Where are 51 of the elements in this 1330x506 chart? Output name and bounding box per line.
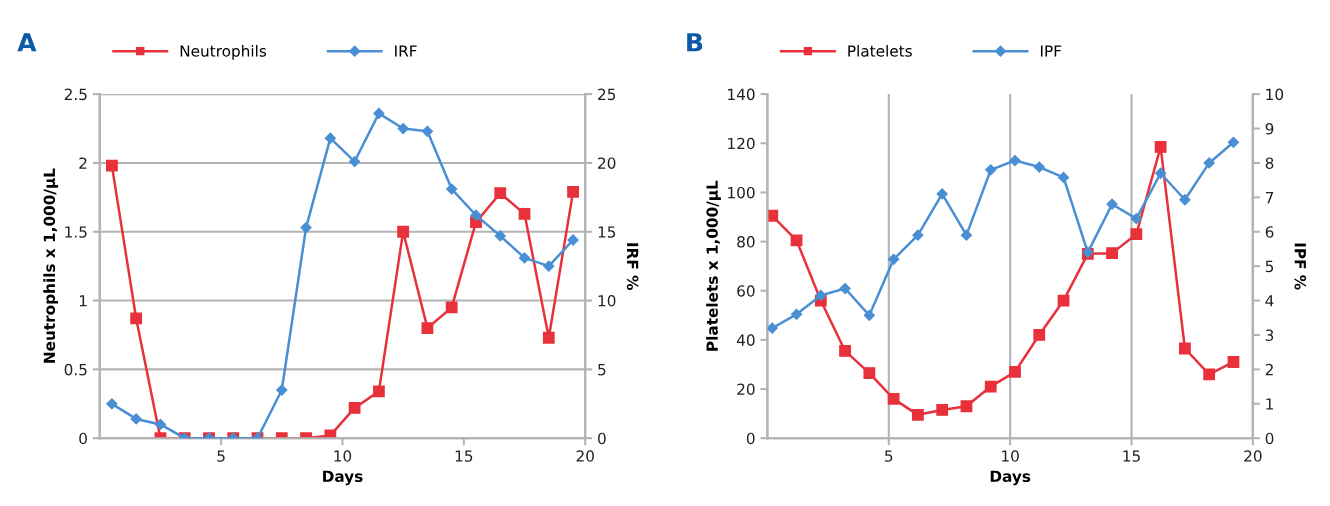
y2-tick-label: 8 [1265, 157, 1274, 169]
legend-label: Platelets [848, 44, 912, 57]
y-tick-label: 120 [728, 137, 755, 150]
legend-label: IRF [395, 45, 417, 57]
y-tick-label: 0 [746, 432, 755, 445]
y-tick-label: 100 [728, 186, 755, 199]
y2-tick-label: 5 [1265, 260, 1274, 273]
x-axis-title: Days [323, 470, 363, 486]
chart-title: A [17, 33, 37, 52]
y-tick-label: 0.5 [64, 363, 87, 376]
x-tick-label: 15 [455, 450, 473, 462]
y-tick-label: 140 [728, 88, 755, 101]
y2-tick-label: 25 [598, 88, 616, 101]
y-axis-title: Neutrophils x 1,000/μL [43, 168, 59, 363]
y2-tick-label: 9 [1265, 122, 1274, 135]
x-tick-label: 20 [576, 450, 594, 462]
y-tick-label: 40 [736, 334, 755, 346]
y2-axis-title: IPF % [1294, 243, 1307, 290]
y-tick-label: 1.5 [65, 226, 87, 238]
y2-tick-label: 15 [598, 226, 616, 238]
y2-tick-label: 4 [1265, 295, 1274, 307]
y2-tick-label: 5 [598, 364, 606, 376]
y2-tick-label: 0 [1265, 432, 1274, 445]
y2-axis-title: IRF % [626, 243, 639, 290]
y-tick-label: 80 [737, 236, 755, 248]
y-axis-title: Platelets x 1,000/μL [706, 180, 721, 351]
y2-tick-label: 10 [1266, 88, 1284, 101]
y2-tick-label: 3 [1265, 329, 1274, 341]
y2-tick-label: 2 [1265, 363, 1273, 376]
y2-tick-label: 10 [598, 295, 616, 307]
x-tick-label: 10 [334, 450, 352, 462]
x-axis-title: Days [990, 470, 1031, 486]
y2-tick-label: 0 [598, 432, 606, 445]
x-tick-label: 20 [1244, 450, 1262, 462]
chart-title: B [687, 33, 703, 52]
y-tick-label: 1 [79, 295, 87, 307]
legend-label: Neutrophils [180, 44, 267, 60]
x-tick-label: 10 [1002, 450, 1019, 462]
y2-tick-label: 7 [1265, 192, 1274, 204]
y2-tick-label: 1 [1266, 398, 1273, 410]
y-tick-label: 0 [79, 432, 87, 445]
legend-label: IPF [1040, 45, 1062, 57]
y-tick-label: 2 [79, 157, 87, 169]
y-tick-label: 20 [737, 383, 755, 396]
x-tick-label: 5 [885, 450, 893, 462]
x-tick-label: 15 [1123, 450, 1140, 462]
y2-tick-label: 20 [598, 157, 616, 169]
y2-tick-label: 6 [1265, 226, 1274, 238]
x-tick-label: 5 [217, 450, 225, 462]
y-tick-label: 2.5 [64, 88, 87, 101]
y-tick-label: 60 [737, 285, 755, 297]
